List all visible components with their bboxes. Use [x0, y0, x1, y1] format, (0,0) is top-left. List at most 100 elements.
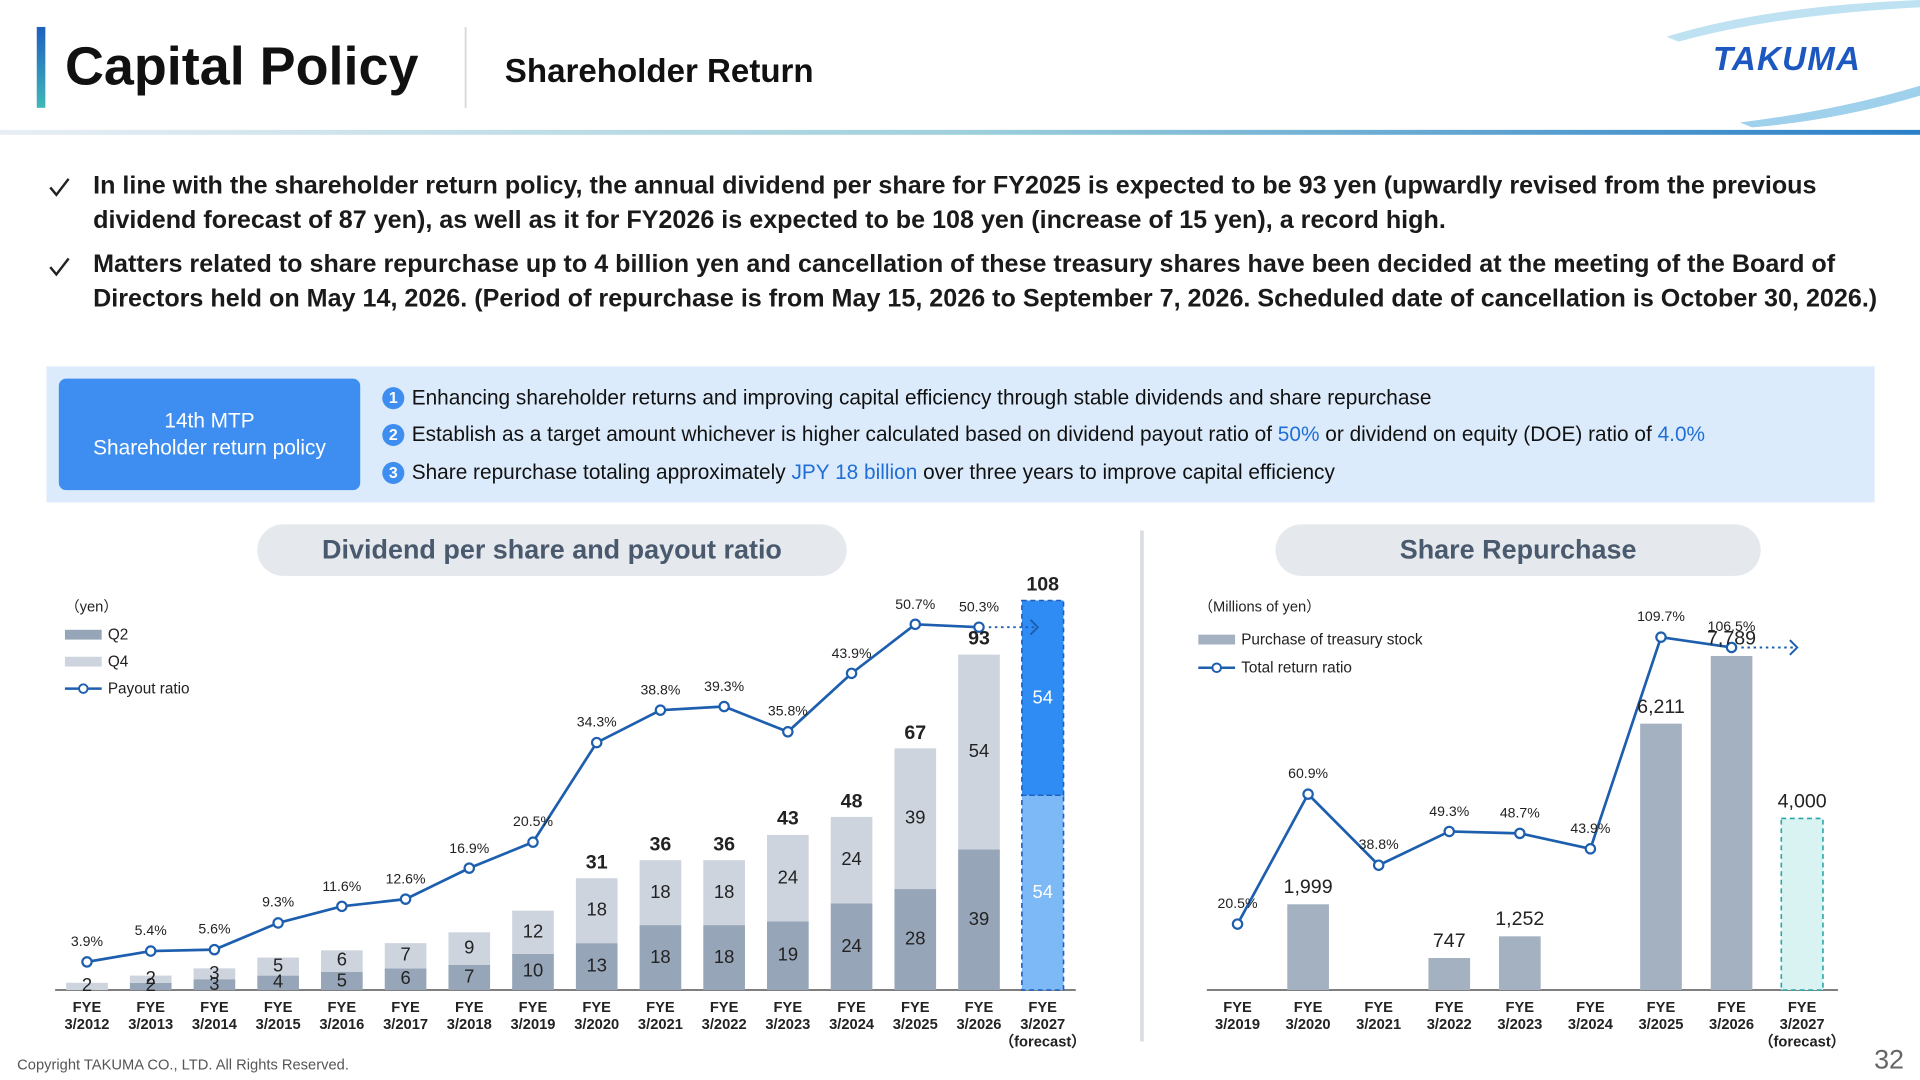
item-text: over three years to improve capital effi… — [917, 460, 1335, 484]
line-point — [336, 900, 348, 913]
legend-swatch — [64, 656, 102, 667]
bar-label: 5 — [336, 969, 347, 991]
line-point — [272, 917, 284, 929]
item-marker: 1 — [382, 387, 405, 410]
x-tick-label: FYE 3/2018 — [446, 998, 492, 1033]
point-label: 35.8% — [767, 704, 808, 720]
bar — [129, 982, 172, 991]
bar — [257, 957, 299, 976]
point-label: 38.8% — [1358, 838, 1399, 853]
line-point — [1655, 631, 1667, 643]
bar — [257, 975, 299, 991]
bar — [575, 878, 618, 944]
line-point — [718, 700, 730, 713]
chart-title: Dividend per share and payout ratio — [257, 524, 847, 576]
check-icon — [49, 257, 70, 277]
y-unit: （yen） — [64, 597, 119, 616]
line-point — [654, 704, 667, 716]
line-point — [1584, 843, 1597, 855]
y-unit: （Millions of yen） — [1198, 597, 1321, 616]
bar — [639, 860, 682, 926]
bullet: In line with the shareholder return poli… — [93, 171, 1817, 234]
total-label: 108 — [1026, 574, 1060, 596]
bar — [129, 975, 172, 983]
line-point — [590, 736, 603, 749]
point-label: 9.3% — [262, 895, 295, 911]
bar-label: 4,000 — [1777, 791, 1827, 813]
x-tick-label: FYE 3/2024 — [829, 998, 875, 1033]
bar — [512, 953, 554, 991]
bar-label: 54 — [1032, 686, 1053, 708]
bar — [830, 816, 873, 904]
item-marker: 3 — [382, 461, 405, 484]
total-label: 36 — [713, 834, 736, 856]
check-icon — [49, 178, 70, 197]
bar — [1021, 794, 1065, 991]
bar — [830, 903, 873, 991]
point-label: 34.3% — [576, 715, 617, 731]
point-label: 11.6% — [322, 879, 362, 895]
line-point — [909, 618, 922, 631]
bar-label: 747 — [1432, 931, 1466, 952]
item-text: Share repurchase totaling approximately — [411, 460, 792, 484]
bar — [448, 932, 491, 965]
bar — [384, 968, 427, 991]
legend-label: Q4 — [107, 653, 129, 671]
bullet: Matters related to share repurchase up t… — [93, 249, 1878, 312]
bar — [193, 968, 236, 980]
bar — [703, 925, 745, 991]
bar — [575, 943, 618, 991]
bar — [1710, 655, 1753, 991]
bar — [321, 971, 363, 991]
line-point — [208, 943, 221, 956]
bar — [448, 964, 491, 991]
point-label: 60.9% — [1288, 767, 1329, 782]
bar-label: 54 — [968, 740, 990, 762]
bar — [703, 860, 745, 926]
x-tick-label: FYE 3/2016 — [319, 998, 365, 1033]
x-tick-label: FYE 3/2022 — [1426, 998, 1472, 1033]
bar — [321, 950, 363, 972]
bar-label: 2 — [145, 968, 156, 989]
bar-label: 18 — [586, 899, 607, 921]
forecast-arrow-head — [1029, 619, 1040, 636]
bar-label: 24 — [777, 867, 799, 889]
bar-label: 19 — [777, 944, 799, 966]
bar — [639, 925, 682, 991]
total-label: 93 — [968, 628, 990, 650]
point-label: 3.9% — [70, 934, 104, 950]
bar-label: 10 — [522, 960, 544, 982]
point-label: 43.9% — [1570, 821, 1611, 837]
point-label: 49.3% — [1429, 804, 1470, 820]
bar-label: 1,252 — [1495, 909, 1545, 931]
x-tick-label: FYE 3/2025 — [1638, 998, 1684, 1033]
x-tick-label: FYE 3/2023 — [765, 998, 811, 1033]
line-point — [1302, 788, 1314, 800]
line-point — [144, 945, 157, 957]
point-label: 5.6% — [198, 922, 231, 938]
logo: TAKUMA — [1712, 40, 1862, 78]
bar-label: 7 — [400, 944, 411, 966]
point-label: 50.7% — [895, 597, 936, 613]
swoosh — [1666, 0, 1920, 42]
point-label: 20.5% — [513, 815, 553, 830]
bar-label: 24 — [841, 935, 862, 957]
copyright: Copyright TAKUMA CO., LTD. All Rights Re… — [17, 1056, 349, 1074]
line-point — [973, 621, 985, 633]
bar-label: 2 — [145, 975, 156, 997]
x-tick-label: FYE 3/2026 — [956, 998, 1002, 1033]
bar-label: 6 — [400, 968, 411, 989]
policy-label: 14th MTP Shareholder return policy — [58, 378, 361, 491]
bar — [384, 943, 427, 969]
point-label: 39.3% — [704, 679, 745, 695]
point-label: 20.5% — [1217, 897, 1258, 912]
bar — [767, 834, 809, 922]
bar — [1780, 817, 1824, 991]
bar-label: 54 — [1032, 881, 1053, 903]
point-label: 5.4% — [134, 924, 167, 939]
x-tick-label: FYE 3/2027 （forecast） — [999, 998, 1087, 1051]
x-tick-label: FYE 3/2022 — [701, 998, 747, 1033]
bar-label: 24 — [841, 849, 862, 870]
bar-label: 12 — [522, 921, 544, 943]
